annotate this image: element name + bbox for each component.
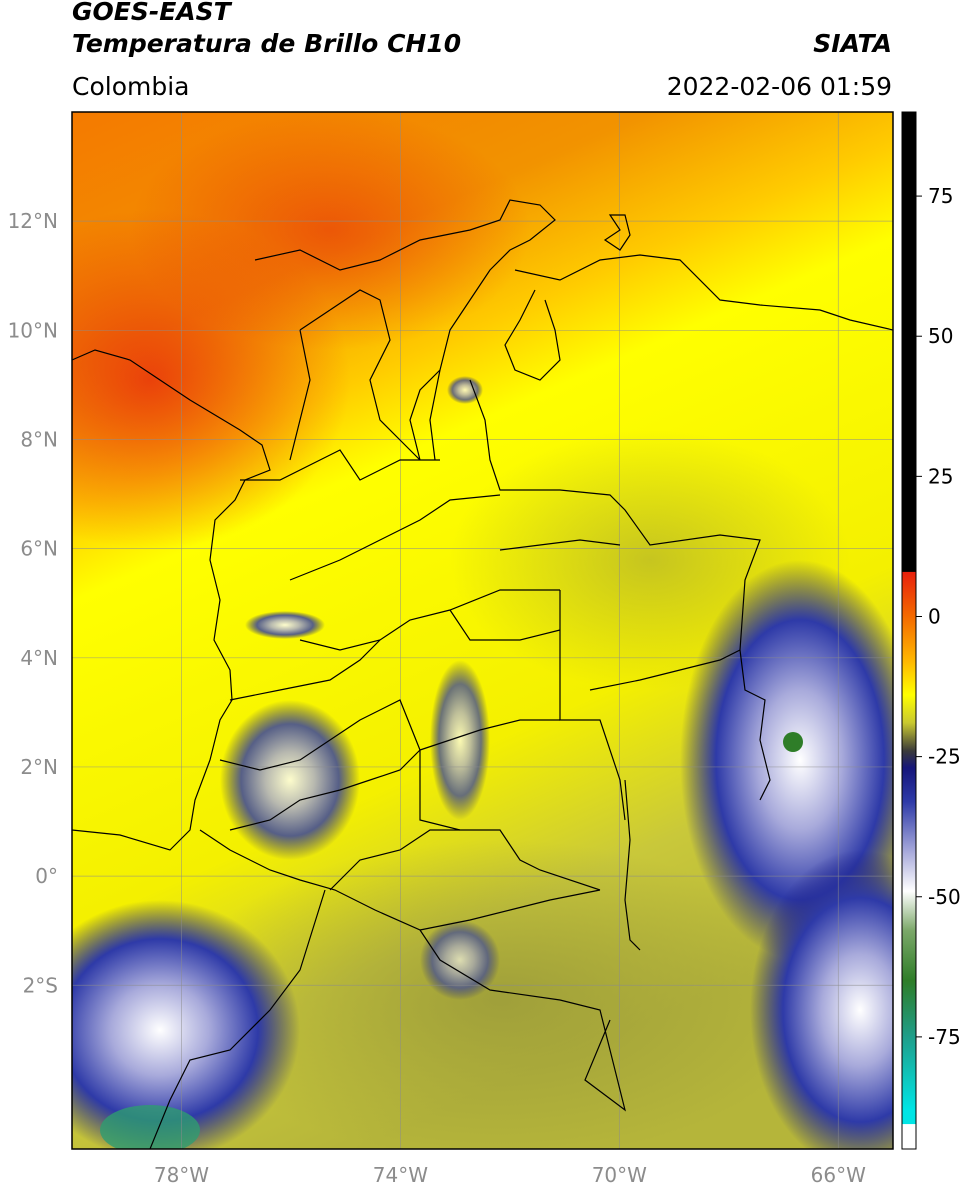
colorbar-tick-label: -75: [928, 1025, 961, 1049]
brand-label: SIATA: [813, 29, 892, 58]
brightness-temperature-field: [72, 112, 893, 1149]
colorbar-tick-label: -50: [928, 885, 961, 909]
latitude-labels: 12°N 10°N 8°N 6°N 4°N 2°N 0° 2°S: [8, 209, 58, 997]
lon-tick-label: 74°W: [373, 1163, 428, 1187]
map-gridlines: [72, 112, 893, 1149]
lon-tick-label: 70°W: [592, 1163, 647, 1187]
lat-tick-label: 4°N: [20, 646, 58, 670]
colorbar-tick-label: 0: [928, 604, 941, 628]
lat-tick-label: 2°N: [20, 755, 58, 779]
product-title: Temperatura de Brillo CH10: [72, 29, 462, 58]
lon-tick-label: 78°W: [154, 1163, 209, 1187]
lat-tick-label: 2°S: [23, 973, 58, 997]
colorbar: 75 50 25 0 -25 -50 -75: [901, 111, 961, 1150]
satellite-title: GOES-EAST: [72, 0, 231, 26]
datetime-label: 2022-02-06 01:59: [666, 72, 892, 101]
colorbar-tick-label: 75: [928, 184, 953, 208]
longitude-labels: 78°W 74°W 70°W 66°W: [154, 1163, 866, 1187]
region-label: Colombia: [72, 72, 190, 101]
colorbar-tick-label: 50: [928, 324, 953, 348]
lat-tick-label: 6°N: [20, 537, 58, 561]
country-borders: [72, 199, 893, 1149]
colorbar-scale: [901, 111, 917, 1150]
lat-tick-label: 8°N: [20, 427, 58, 451]
colorbar-tick-label: 25: [928, 464, 953, 488]
colorbar-tick-label: -25: [928, 745, 961, 769]
lat-tick-label: 0°: [35, 864, 58, 888]
lat-tick-label: 10°N: [8, 318, 58, 342]
lon-tick-label: 66°W: [811, 1163, 866, 1187]
map-frame: [71, 111, 894, 1150]
lat-tick-label: 12°N: [8, 209, 58, 233]
colorbar-ticks: 75 50 25 0 -25 -50 -75: [916, 184, 961, 1049]
